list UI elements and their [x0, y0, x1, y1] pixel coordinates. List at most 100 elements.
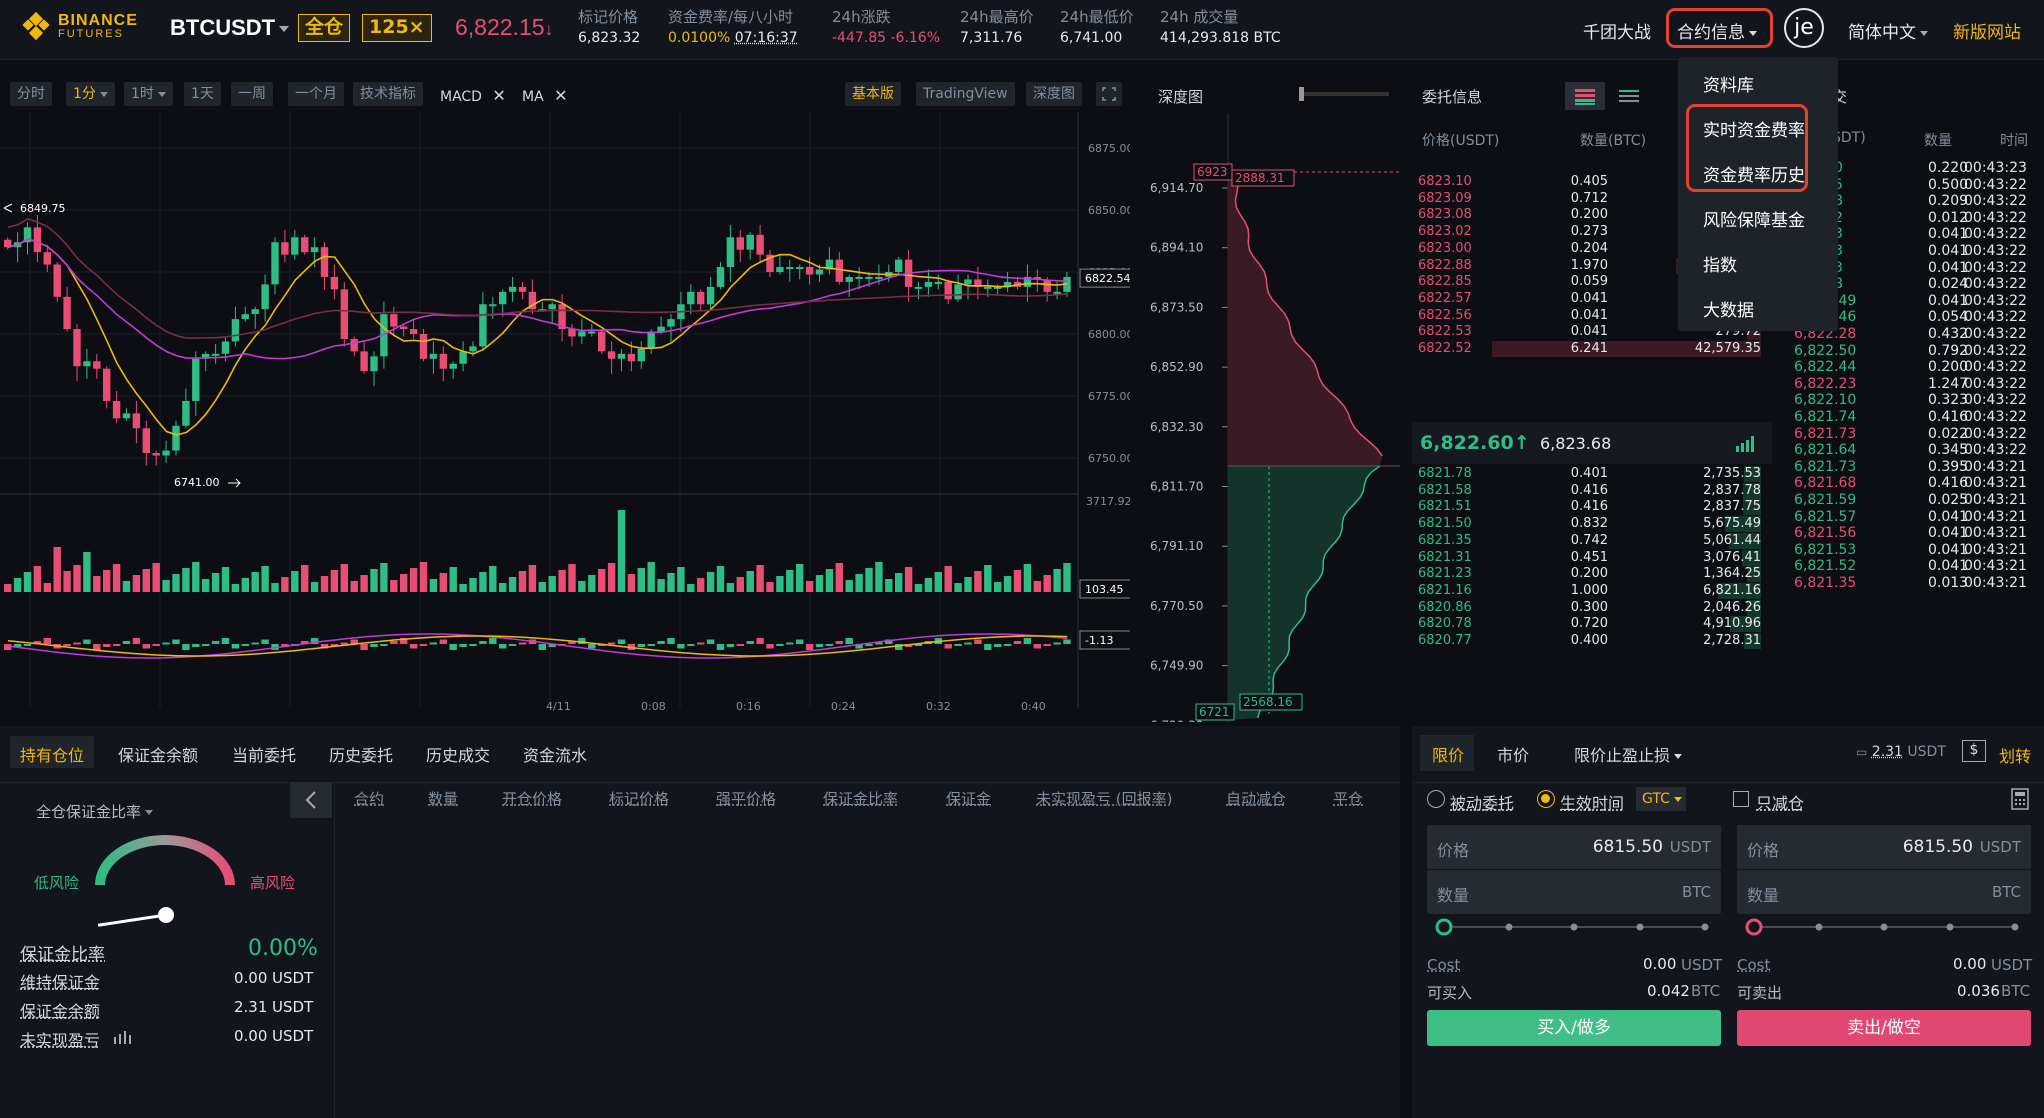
tab-transactions[interactable]: 资金流水	[523, 746, 588, 765]
contract-info-menu[interactable]: 合约信息	[1677, 18, 1757, 43]
sell-qty-input[interactable]: 数量 BTC	[1737, 870, 2031, 914]
transfer-button[interactable]: 划转	[1999, 747, 2032, 766]
avatar[interactable]: je	[1784, 8, 1824, 48]
orderbook-row[interactable]: 6821.16 1.000 6,821.16	[1412, 582, 1767, 599]
tab-market[interactable]: 市价	[1497, 746, 1530, 765]
margin-row-value: 0.00	[234, 969, 268, 987]
orderbook-row[interactable]: 6821.51 0.416 2,837.75	[1412, 499, 1767, 516]
tab-open-orders[interactable]: 当前委托	[232, 746, 297, 765]
tab-margin-balance[interactable]: 保证金余额	[118, 746, 199, 765]
calculator-icon[interactable]	[2010, 788, 2030, 810]
reduce-only-checkbox[interactable]	[1733, 791, 1749, 807]
sell-cost-unit: USDT	[1991, 956, 2033, 974]
stat-value: 7,311.76	[960, 30, 1023, 46]
close-icon[interactable]: ✕	[492, 86, 506, 105]
orderbook-row[interactable]: 6820.78 0.720 4,910.96	[1412, 616, 1767, 633]
menu-item-big-data[interactable]: 大数据	[1703, 301, 1754, 321]
tif-select[interactable]: GTC	[1636, 787, 1686, 811]
trade-price: 6,822.23	[1794, 375, 1857, 392]
orderbook-row[interactable]: 6821.31 0.451 3,076.41	[1412, 549, 1767, 566]
margin-row-unit: USDT	[272, 998, 314, 1016]
interval-1m[interactable]: 1分	[66, 82, 115, 106]
trade-time: 00:43:21	[1964, 475, 2027, 492]
macd-bar	[786, 642, 794, 645]
sell-qty-slider[interactable]	[1737, 915, 2031, 939]
dollar-icon[interactable]: $	[1962, 740, 1986, 762]
orderbook-row[interactable]: 6821.78 0.401 2,735.53	[1412, 466, 1767, 482]
orderbook-row[interactable]: 6820.86 0.300 2,046.26	[1412, 599, 1767, 616]
book-price: 6821.50	[1418, 516, 1472, 532]
buy-price-input[interactable]: 价格 6815.50 USDT	[1427, 825, 1721, 869]
menu-item-realtime-funding[interactable]: 实时资金费率	[1703, 121, 1805, 141]
basic-view-button[interactable]: 基本版	[845, 82, 901, 106]
interval-1mo[interactable]: 一个月	[288, 82, 344, 106]
orderbook-row[interactable]: 6822.53 0.041 279.72	[1412, 324, 1767, 341]
candle-body	[439, 353, 447, 369]
buy-qty-input[interactable]: 数量 BTC	[1427, 870, 1721, 914]
menu-item-library[interactable]: 资料库	[1703, 76, 1754, 96]
book-both-icon[interactable]	[1565, 82, 1605, 110]
volume-bar	[409, 568, 418, 592]
sell-short-button[interactable]: 卖出/做空	[1737, 1010, 2031, 1046]
new-site-link[interactable]: 新版网站	[1953, 23, 2021, 43]
trade-qty: 1.247	[1928, 375, 1969, 392]
margin-mode-badge[interactable]: 全仓	[298, 14, 351, 42]
orderbook-row[interactable]: 6821.58 0.416 2,837.78	[1412, 482, 1767, 499]
input-value: 6815.50	[1902, 837, 1973, 857]
volume-bar	[885, 579, 893, 592]
tab-positions[interactable]: 持有仓位	[20, 746, 85, 765]
trade-time: 00:43:22	[1964, 292, 2027, 309]
margin-mode-select[interactable]: 全仓保证金比率	[36, 801, 154, 822]
orderbook-row[interactable]: 6821.23 0.200 1,364.25	[1412, 566, 1767, 583]
tab-order-history[interactable]: 历史委托	[329, 746, 394, 765]
tab-limit[interactable]: 限价	[1432, 746, 1465, 765]
buy-long-button[interactable]: 买入/做多	[1427, 1010, 1721, 1046]
language-selector[interactable]: 简体中文	[1848, 18, 1928, 43]
battle-link[interactable]: 千团大战	[1583, 23, 1651, 43]
symbol-selector[interactable]: BTCUSDT	[170, 15, 290, 41]
kline-chart[interactable]: 6875.006850.006825.006800.006775.006750.…	[0, 112, 1134, 720]
tif-radio[interactable]	[1537, 790, 1555, 808]
tradingview-button[interactable]: TradingView	[916, 82, 1015, 106]
passive-radio[interactable]	[1427, 790, 1445, 808]
menu-item-funding-history[interactable]: 资金费率历史	[1703, 166, 1805, 186]
volume-bar	[33, 566, 42, 592]
book-qty: 0.200	[1570, 566, 1608, 582]
volume-bar	[726, 583, 735, 592]
tab-trade-history[interactable]: 历史成交	[426, 746, 491, 765]
macd-bar	[825, 644, 834, 646]
menu-item-index[interactable]: 指数	[1703, 256, 1737, 276]
trade-price: 5	[1834, 176, 1843, 193]
price-tag: 6822.54	[1079, 268, 1133, 288]
book-price: 6823.08	[1418, 207, 1472, 223]
macd-bar	[1013, 641, 1022, 644]
depth-zoom-slider[interactable]	[1299, 87, 1389, 101]
volume-bar	[627, 574, 636, 592]
macd-bar	[172, 639, 180, 644]
candle-body	[934, 281, 942, 284]
indicators-button[interactable]: 技术指标	[353, 82, 423, 106]
book-total: 2,046.26	[1703, 599, 1761, 615]
menu-item-insurance-fund[interactable]: 风险保障基金	[1703, 211, 1805, 231]
input-unit: BTC	[1991, 883, 2021, 901]
orderbook-row[interactable]: 6821.50 0.832 5,675.49	[1412, 516, 1767, 533]
orderbook-row[interactable]: 6820.77 0.400 2,728.31	[1412, 633, 1767, 649]
sell-price-input[interactable]: 价格 6815.50 USDT	[1737, 825, 2031, 869]
interval-1w[interactable]: 一周	[231, 82, 273, 106]
close-icon[interactable]: ✕	[554, 86, 568, 105]
buy-qty-slider[interactable]	[1427, 915, 1721, 939]
interval-timeline[interactable]: 分时	[10, 82, 52, 106]
interval-1h[interactable]: 1时	[124, 82, 173, 106]
leverage-badge[interactable]: 125×	[362, 14, 432, 42]
orderbook-row[interactable]: 6821.35 0.742 5,061.44	[1412, 532, 1767, 549]
book-bids-icon[interactable]	[1612, 82, 1646, 110]
depth-chart-button[interactable]: 深度图	[1026, 82, 1082, 106]
collapse-button[interactable]	[290, 782, 332, 818]
trade-time: 00:43:22	[1964, 243, 2027, 259]
orderbook-row[interactable]: 6822.52 6.241 42,579.35	[1412, 341, 1767, 357]
fullscreen-icon[interactable]	[1096, 82, 1122, 106]
tab-stop-limit[interactable]: 限价止盈止损	[1574, 742, 1683, 766]
candle-body	[845, 276, 853, 282]
interval-1d[interactable]: 1天	[184, 82, 221, 106]
binance-futures-logo[interactable]: BINANCE FUTURES	[22, 11, 138, 41]
